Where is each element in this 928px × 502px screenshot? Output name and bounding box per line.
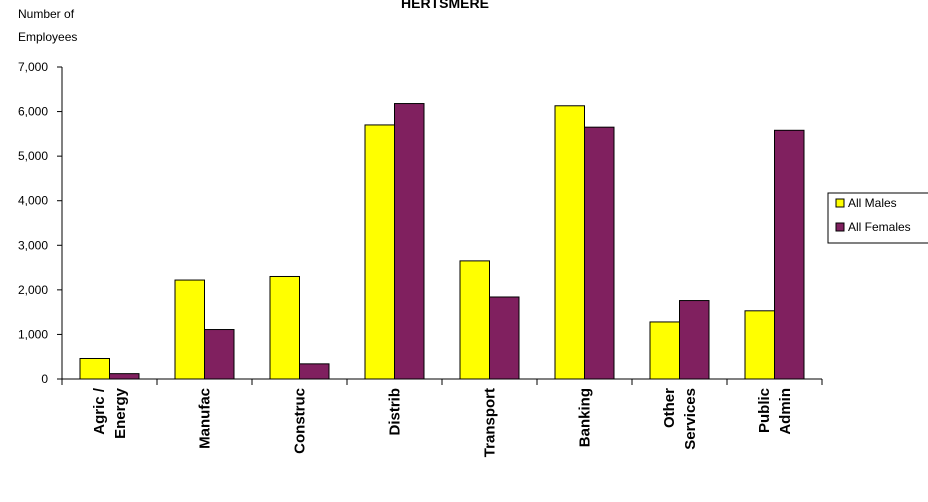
bar-females bbox=[204, 329, 235, 380]
bar-females bbox=[679, 300, 710, 380]
category-label: Agric / bbox=[91, 387, 108, 435]
bar-females bbox=[774, 129, 805, 380]
y-tick-label: 2,000 bbox=[18, 283, 48, 297]
bar-males bbox=[744, 310, 775, 380]
bar-females bbox=[489, 296, 520, 380]
bar-males bbox=[364, 124, 395, 380]
category-labels: Agric / Energy Manufac Construc Distrib Trans… bbox=[91, 387, 794, 457]
y-tick-label: 0 bbox=[41, 372, 48, 386]
category-label: Services bbox=[682, 388, 699, 450]
legend-label: All Females bbox=[848, 220, 911, 234]
legend-label: All Males bbox=[848, 196, 897, 210]
bar-males bbox=[174, 279, 205, 380]
bar-females bbox=[584, 126, 615, 380]
legend-box bbox=[827, 192, 928, 244]
bars bbox=[79, 103, 805, 380]
category-label: Manufac bbox=[197, 388, 214, 449]
legend-swatch bbox=[835, 222, 845, 232]
y-axis-label-line-1: Number of bbox=[18, 7, 75, 21]
category-label: Other bbox=[661, 388, 678, 428]
y-tick-label: 6,000 bbox=[18, 105, 48, 119]
legend: All Males All Females bbox=[827, 192, 928, 244]
category-label: Public bbox=[756, 388, 773, 433]
y-tick-label: 3,000 bbox=[18, 238, 48, 252]
y-tick-label: 7,000 bbox=[18, 60, 48, 74]
bar-males bbox=[79, 357, 110, 380]
category-label: Admin bbox=[777, 388, 794, 435]
bar-females bbox=[394, 103, 425, 380]
category-label: Energy bbox=[112, 387, 129, 439]
y-tick-label: 5,000 bbox=[18, 149, 48, 163]
legend-swatch bbox=[835, 198, 845, 208]
y-ticks: 0 1,000 2,000 3,000 4,000 5,000 6,000 7,000 bbox=[18, 60, 62, 386]
category-label: Distrib bbox=[387, 388, 404, 436]
y-axis-label-line-2: Employees bbox=[18, 30, 77, 44]
category-label: Banking bbox=[577, 388, 594, 447]
bar-males bbox=[649, 321, 680, 380]
bar-males bbox=[554, 105, 585, 380]
category-label: Construc bbox=[292, 388, 309, 454]
bar-males bbox=[459, 260, 490, 380]
y-tick-label: 1,000 bbox=[18, 327, 48, 341]
bar-females bbox=[109, 373, 140, 380]
chart-title: HERTSMERE bbox=[401, 0, 489, 11]
bar-females bbox=[299, 363, 330, 380]
bar-males bbox=[269, 275, 300, 380]
category-label: Transport bbox=[482, 388, 499, 457]
y-tick-label: 4,000 bbox=[18, 194, 48, 208]
